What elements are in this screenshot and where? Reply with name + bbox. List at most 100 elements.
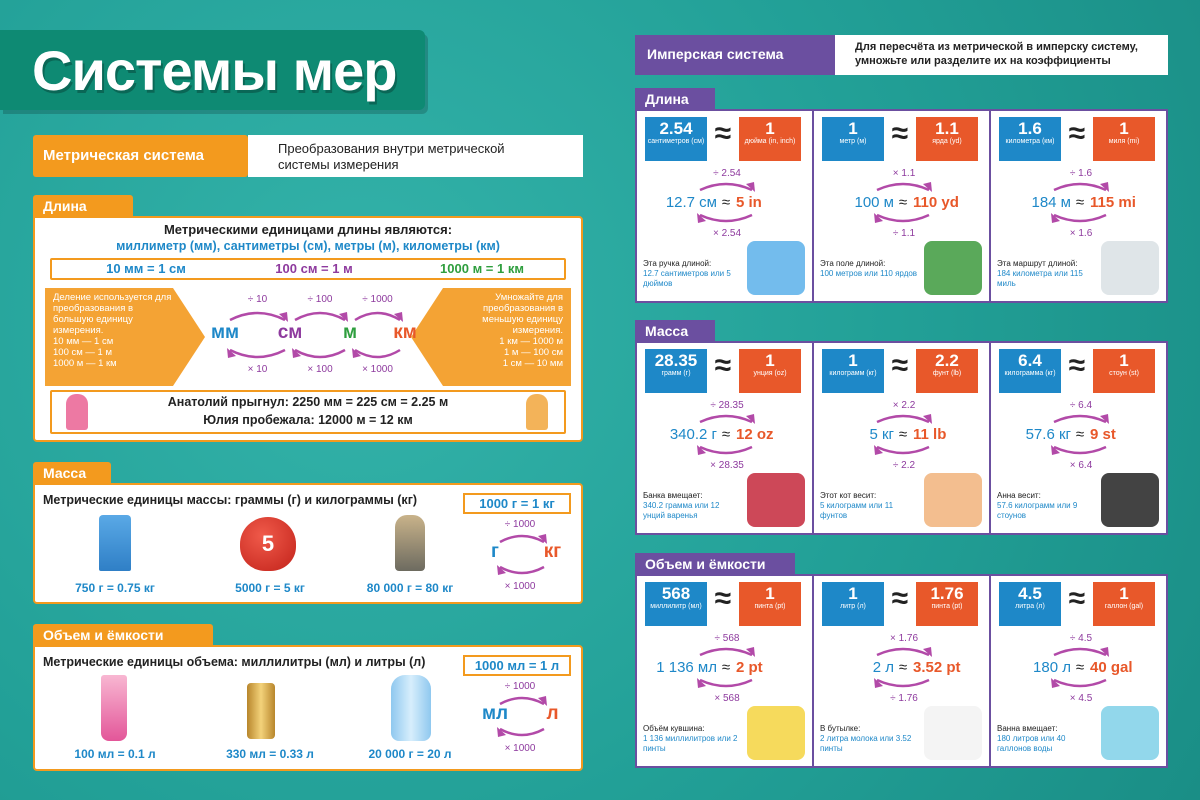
divide-label: ÷ 10	[247, 294, 268, 305]
to-amount: 2 pt	[736, 659, 763, 676]
multiply-label: × 100	[307, 364, 333, 375]
conversion-arrow	[292, 348, 346, 359]
multiply-label: × 1000	[504, 581, 536, 592]
imperial-value: 1	[1119, 584, 1129, 603]
imperial-box: 1 пинта (pt)	[739, 582, 801, 626]
metric-unit: грамм (г)	[661, 370, 691, 377]
arrow-head	[1100, 414, 1109, 424]
title-banner: Системы мер	[0, 30, 425, 110]
mass-example: 5000 г = 5 кг	[235, 581, 305, 595]
divide-label: ÷ 1000	[504, 519, 536, 530]
metric-value: 568	[661, 584, 691, 603]
volume-example: 330 мл = 0.33 л	[226, 747, 314, 761]
caption-detail: 100 метров или 110 ярдов	[820, 269, 918, 278]
metric-unit: литра (л)	[1015, 603, 1045, 610]
arrow-head	[1100, 647, 1109, 657]
illustration	[747, 706, 805, 760]
multiply-label: × 1000	[504, 743, 536, 754]
arrow-curve	[499, 534, 545, 544]
conversion-card: 4.5 литра (л) ≈1 галлон (gal) ÷ 4.5 180 л ≈40 …	[991, 576, 1166, 766]
imperial-value: 1	[1119, 351, 1129, 370]
bottom-operation: × 568	[714, 693, 740, 704]
metric-unit: сантиметров (см)	[647, 138, 705, 145]
imperial-box: 1 галлон (gal)	[1093, 582, 1155, 626]
imperial-unit: пинта (pt)	[754, 603, 786, 610]
bottom-operation: × 4.5	[1069, 693, 1093, 704]
section-tab: Масса	[635, 320, 715, 341]
metric-value: 4.5	[1018, 584, 1042, 603]
imperial-value: 1	[1119, 119, 1129, 138]
arrow-head	[279, 312, 288, 322]
caption-detail: 340.2 грамма или 12 унций варенья	[643, 501, 720, 520]
conversion-card: 1 литр (л) ≈1.76 пинта (pt) × 1.76 2 л ≈3.52 p…	[814, 576, 989, 766]
from-amount: 12.7 см	[665, 194, 717, 211]
example: Юлия пробежала: 12000 м = 12 км	[203, 413, 413, 427]
conversion-arrow	[227, 348, 286, 359]
approx-sign: ≈	[891, 582, 909, 615]
metric-unit: килограмма (кг)	[1004, 370, 1056, 377]
conversion-card: 1 метр (м) ≈1.1 ярда (yd) × 1.1 100 м ≈110 yd ÷…	[814, 111, 989, 301]
caption: Эта ручка длиной:	[643, 259, 712, 268]
to-amount: 12 oz	[736, 426, 774, 443]
arrow-head	[394, 312, 403, 322]
conversion-card: 28.35 грамм (г) ≈1 унция (oz) ÷ 28.35 340.2 г…	[637, 343, 812, 533]
section-tab: Масса	[33, 462, 111, 483]
arrow-head	[497, 727, 506, 737]
arrow-curve	[876, 445, 930, 455]
conversion-card: 1.6 километра (км) ≈1 миля (mi) ÷ 1.6 184 м ≈1…	[991, 111, 1166, 301]
arrow-curve	[1053, 647, 1107, 657]
volume-example: 20 000 г = 20 л	[368, 747, 452, 761]
caption: Объём кувшина:	[643, 724, 705, 733]
top-operation: ÷ 28.35	[710, 400, 744, 411]
kettlebell-illustration: 5	[240, 517, 296, 571]
bottom-operation: × 6.4	[1069, 460, 1093, 471]
metric-unit: миллилитр (мл)	[650, 603, 702, 610]
arrow-head	[339, 312, 348, 322]
imperial-value: 1.76	[930, 584, 964, 603]
to-amount: 3.52 pt	[913, 659, 961, 676]
arrow-curve	[499, 565, 545, 575]
arrow-head	[227, 348, 236, 358]
division-note: Деление используется для преобразования …	[45, 288, 205, 386]
arrow-curve	[499, 727, 545, 737]
conversion-card: 2.54 сантиметров (см) ≈1 дюйма (in, inch) ÷ …	[637, 111, 812, 301]
runner-illustration	[526, 394, 548, 430]
approx-sign: ≈	[1068, 349, 1086, 382]
illustration	[747, 241, 805, 295]
metric-value: 6.4	[1018, 351, 1042, 370]
conversion-arrow	[1053, 182, 1109, 192]
arrow-head	[746, 182, 755, 192]
metric-box: 6.4 килограмма (кг)	[999, 349, 1061, 393]
imperial-value: 1.1	[935, 119, 959, 138]
arrow-curve	[699, 182, 753, 192]
metric-value: 1	[848, 584, 858, 603]
caption: Ванна вмещает:	[997, 724, 1058, 733]
equality: 10 мм = 1 см	[106, 261, 186, 276]
metric-value: 1.6	[1018, 119, 1042, 138]
metric-label: Метрическая система	[33, 135, 248, 177]
conversion-arrow	[497, 727, 545, 737]
unit: км	[393, 322, 417, 343]
imperial-unit: миля (mi)	[1108, 138, 1140, 145]
unit: см	[277, 322, 303, 343]
conversion-arrow	[294, 311, 348, 322]
conversion-arrow	[876, 414, 932, 424]
approx-sign: ≈	[891, 349, 909, 382]
approx-sign: ≈	[1075, 194, 1085, 211]
conversion-arrow	[697, 678, 753, 688]
mass-example: 80 000 г = 80 кг	[366, 581, 454, 595]
conversion-arrow	[697, 445, 753, 455]
arrow-head	[697, 678, 706, 688]
metric-box: 28.35 грамм (г)	[645, 349, 707, 393]
conversion-arrow	[354, 311, 403, 322]
caption-detail: 12.7 сантиметров или 5 дюймов	[643, 269, 731, 288]
conversion-arrow	[499, 696, 547, 706]
top-operation: ÷ 568	[714, 633, 740, 644]
top-operation: ÷ 2.54	[713, 168, 741, 179]
unit: г	[491, 541, 499, 562]
metric-value: 1	[848, 119, 858, 138]
imperial-unit: стоун (st)	[1109, 370, 1139, 377]
arrow-curve	[699, 213, 753, 223]
section-panel: Метрическими единицами длины являются: ми…	[33, 216, 583, 442]
